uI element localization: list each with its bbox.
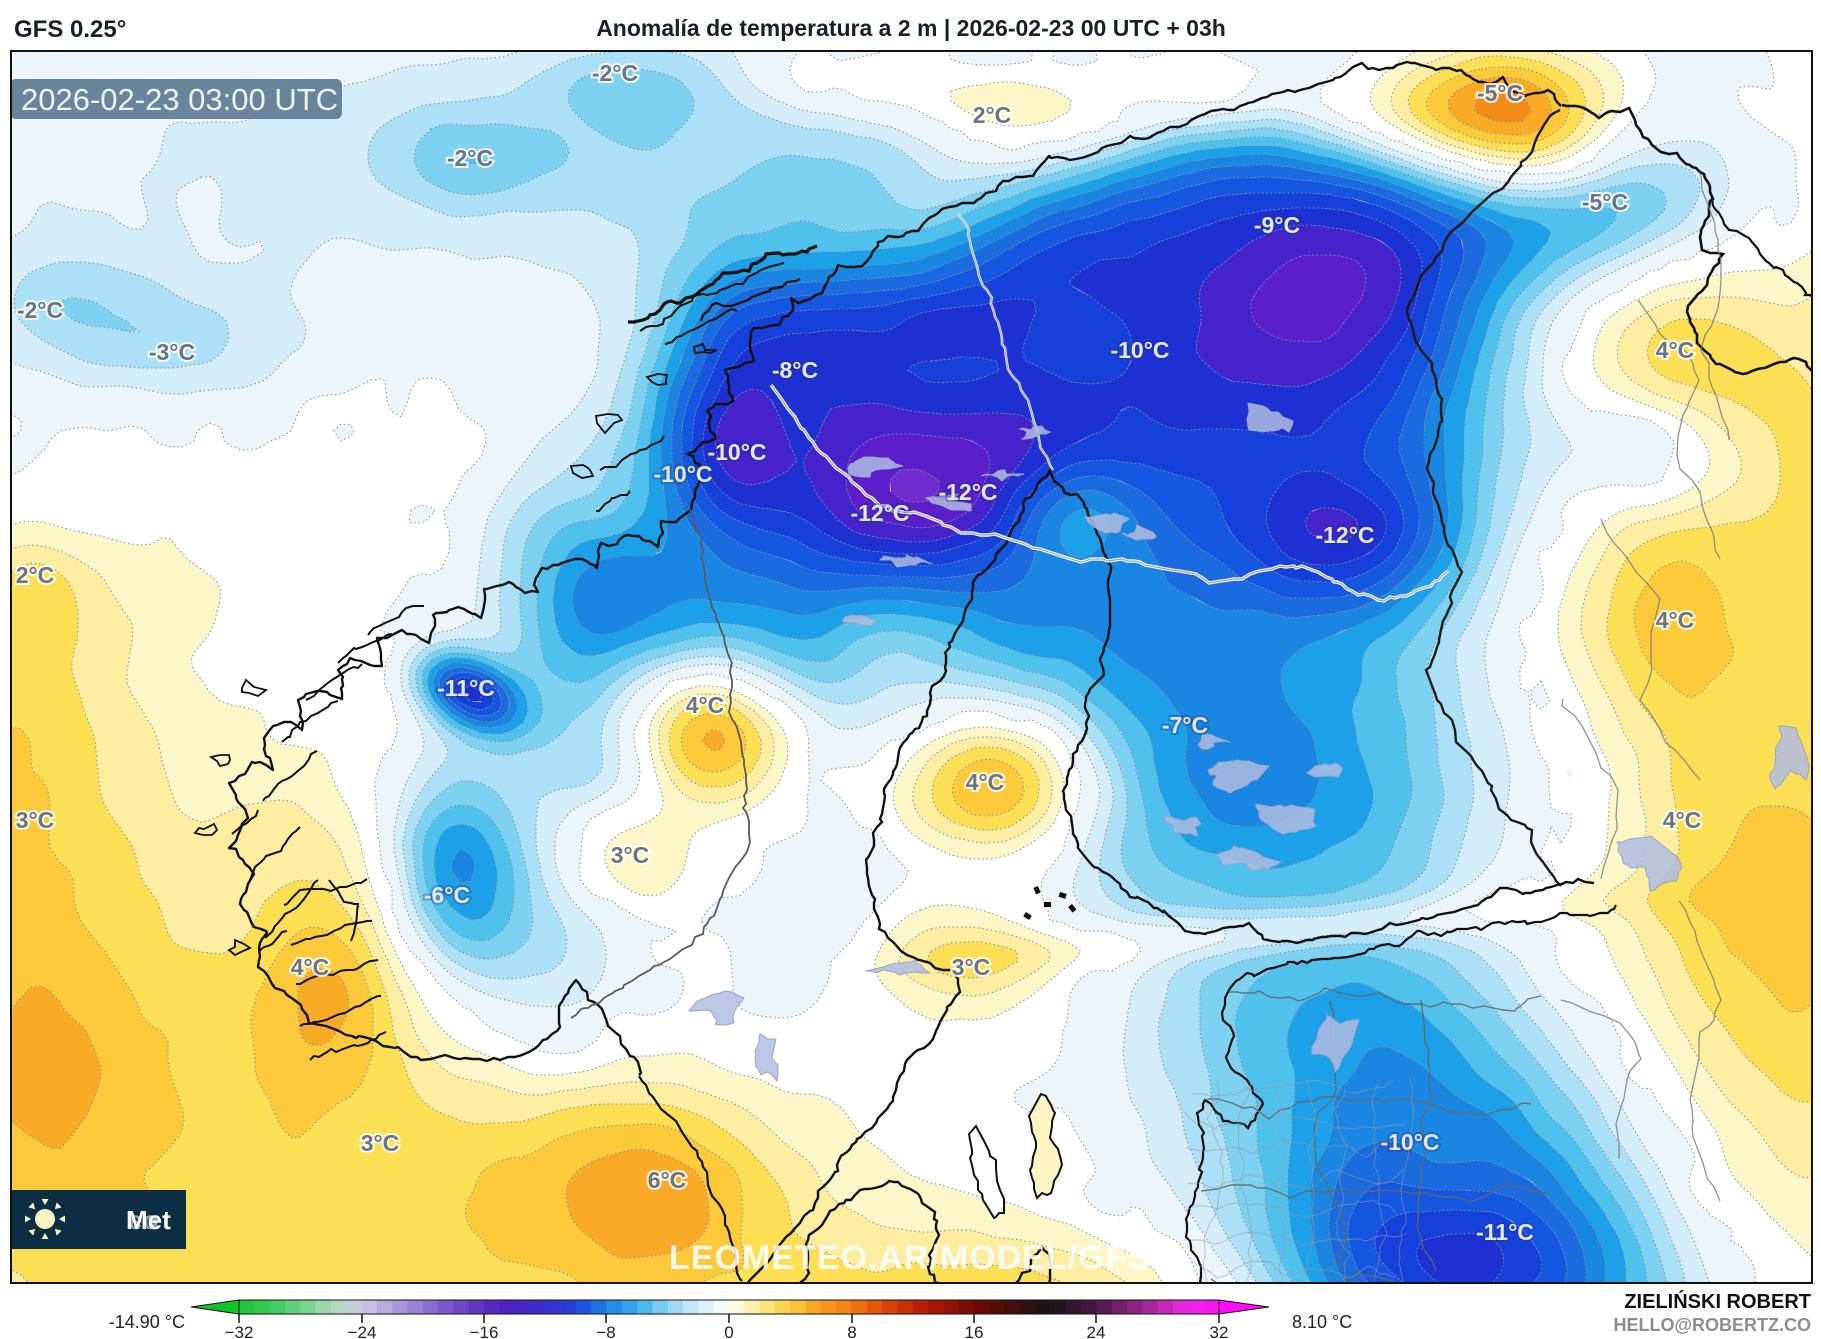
svg-text:4°C: 4°C bbox=[966, 769, 1005, 795]
svg-text:-6°C: -6°C bbox=[424, 882, 470, 908]
svg-text:HELLO@ROBERTZ.CO: HELLO@ROBERTZ.CO bbox=[1613, 1315, 1811, 1335]
svg-text:GFS 0.25°: GFS 0.25° bbox=[14, 16, 126, 43]
svg-text:Met: Met bbox=[126, 1205, 171, 1235]
svg-text:-3°C: -3°C bbox=[149, 339, 195, 365]
svg-text:-2°C: -2°C bbox=[447, 145, 493, 171]
svg-text:4°C: 4°C bbox=[291, 954, 330, 980]
svg-text:-9°C: -9°C bbox=[1254, 212, 1300, 238]
svg-text:6°C: 6°C bbox=[648, 1167, 687, 1193]
svg-text:3°C: 3°C bbox=[611, 842, 650, 868]
svg-text:3°C: 3°C bbox=[952, 954, 991, 980]
svg-text:-12°C: -12°C bbox=[850, 500, 909, 526]
svg-text:−8: −8 bbox=[596, 1323, 615, 1339]
svg-text:−24: −24 bbox=[348, 1323, 377, 1339]
svg-text:-11°C: -11°C bbox=[437, 675, 495, 701]
svg-text:-2°C: -2°C bbox=[17, 297, 63, 323]
svg-text:-12°C: -12°C bbox=[1315, 522, 1374, 548]
svg-text:0: 0 bbox=[724, 1323, 733, 1339]
svg-text:8: 8 bbox=[847, 1323, 856, 1339]
svg-text:2°C: 2°C bbox=[16, 562, 55, 588]
svg-text:4°C: 4°C bbox=[1656, 607, 1695, 633]
svg-text:2°C: 2°C bbox=[973, 102, 1012, 128]
svg-text:-12°C: -12°C bbox=[938, 479, 997, 505]
svg-text:-5°C: -5°C bbox=[1582, 189, 1628, 215]
svg-text:ZIELIŃSKI ROBERT: ZIELIŃSKI ROBERT bbox=[1624, 1290, 1811, 1313]
svg-text:-5°C: -5°C bbox=[1477, 80, 1523, 106]
svg-text:LEOMETEO.AR/MODEL/GFS: LEOMETEO.AR/MODEL/GFS bbox=[669, 1239, 1151, 1277]
svg-text:4°C: 4°C bbox=[1656, 337, 1695, 363]
svg-text:-10°C: -10°C bbox=[1380, 1129, 1439, 1155]
svg-text:3°C: 3°C bbox=[16, 807, 55, 833]
svg-text:-7°C: -7°C bbox=[1162, 712, 1208, 738]
svg-text:8.10 °C: 8.10 °C bbox=[1292, 1312, 1352, 1332]
svg-text:4°C: 4°C bbox=[686, 692, 725, 718]
svg-text:eo: eo bbox=[128, 1205, 158, 1235]
svg-text:-14.90 °C: -14.90 °C bbox=[109, 1312, 185, 1332]
svg-text:-10°C: -10°C bbox=[1110, 337, 1169, 363]
svg-text:24: 24 bbox=[1087, 1323, 1106, 1339]
svg-text:-2°C: -2°C bbox=[592, 60, 638, 86]
svg-text:3°C: 3°C bbox=[361, 1130, 400, 1156]
svg-text:−16: −16 bbox=[470, 1323, 499, 1339]
svg-text:-11°C: -11°C bbox=[1476, 1219, 1534, 1245]
svg-text:Anomalía de temperatura a 2 m: Anomalía de temperatura a 2 m | 2026-02-… bbox=[596, 15, 1226, 41]
svg-text:-10°C: -10°C bbox=[653, 461, 712, 487]
svg-text:4°C: 4°C bbox=[1663, 807, 1702, 833]
svg-text:-10°C: -10°C bbox=[707, 439, 766, 465]
svg-text:2026-02-23 03:00 UTC: 2026-02-23 03:00 UTC bbox=[21, 82, 338, 117]
svg-text:-8°C: -8°C bbox=[772, 357, 818, 383]
svg-text:32: 32 bbox=[1210, 1323, 1229, 1339]
svg-text:16: 16 bbox=[965, 1323, 984, 1339]
svg-text:−32: −32 bbox=[225, 1323, 254, 1339]
